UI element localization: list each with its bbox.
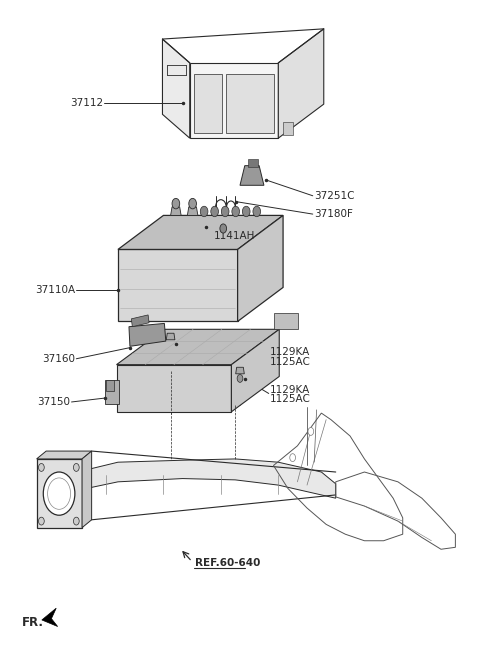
Circle shape: [253, 206, 261, 216]
Circle shape: [189, 198, 196, 209]
Text: 37110A: 37110A: [35, 285, 75, 295]
Polygon shape: [106, 380, 114, 391]
Polygon shape: [129, 323, 166, 346]
Polygon shape: [162, 39, 190, 138]
Polygon shape: [117, 329, 279, 365]
Circle shape: [73, 464, 79, 472]
Polygon shape: [170, 207, 181, 215]
Circle shape: [308, 428, 314, 436]
Polygon shape: [238, 215, 283, 321]
Text: 1129KA: 1129KA: [270, 347, 311, 358]
Circle shape: [43, 472, 75, 515]
Polygon shape: [231, 329, 279, 412]
Polygon shape: [190, 63, 278, 138]
Polygon shape: [82, 451, 92, 527]
Circle shape: [242, 206, 250, 216]
Text: 1141AH: 1141AH: [214, 232, 255, 241]
Polygon shape: [118, 249, 238, 321]
Text: 37251C: 37251C: [314, 191, 355, 201]
Text: REF.60-640: REF.60-640: [194, 558, 260, 568]
Circle shape: [290, 454, 296, 462]
Text: 37112: 37112: [71, 98, 104, 108]
Text: 1129KA: 1129KA: [270, 384, 311, 394]
Polygon shape: [42, 608, 58, 626]
Polygon shape: [248, 159, 258, 167]
Circle shape: [232, 206, 240, 216]
Polygon shape: [193, 74, 222, 133]
Circle shape: [38, 464, 44, 472]
Polygon shape: [56, 459, 336, 498]
Polygon shape: [132, 315, 149, 327]
Circle shape: [237, 375, 243, 382]
Text: 37150: 37150: [37, 397, 70, 407]
Polygon shape: [36, 451, 92, 459]
Polygon shape: [278, 29, 324, 138]
Text: FR.: FR.: [22, 616, 44, 629]
Text: 37160: 37160: [42, 354, 75, 364]
Polygon shape: [275, 313, 299, 329]
Circle shape: [221, 206, 229, 216]
Text: 1125AC: 1125AC: [270, 357, 311, 367]
Circle shape: [172, 198, 180, 209]
Circle shape: [220, 224, 227, 233]
Polygon shape: [117, 365, 231, 412]
Polygon shape: [166, 333, 175, 340]
Polygon shape: [283, 122, 293, 135]
Text: 1125AC: 1125AC: [270, 394, 311, 404]
Circle shape: [211, 206, 218, 216]
Polygon shape: [240, 166, 264, 185]
Circle shape: [200, 206, 208, 216]
Text: 37180F: 37180F: [314, 209, 353, 219]
Circle shape: [73, 517, 79, 525]
Polygon shape: [118, 215, 283, 249]
Polygon shape: [226, 74, 274, 133]
Circle shape: [38, 517, 44, 525]
Polygon shape: [190, 63, 278, 138]
Polygon shape: [187, 207, 198, 215]
Polygon shape: [36, 459, 82, 527]
Polygon shape: [236, 367, 244, 374]
Polygon shape: [105, 380, 119, 404]
